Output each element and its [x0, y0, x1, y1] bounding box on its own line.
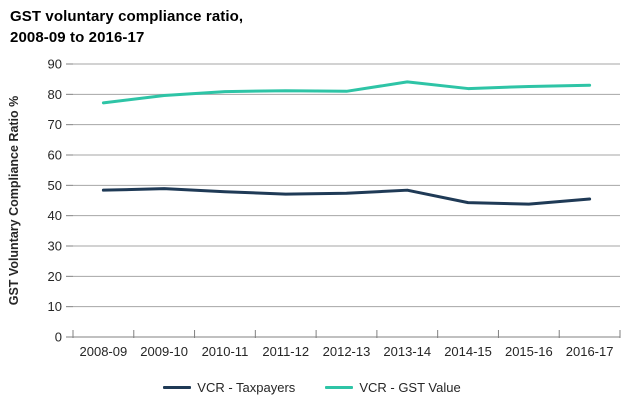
x-tick-label: 2010-11 [202, 344, 249, 359]
x-tick-label: 2014-15 [444, 344, 492, 359]
legend: VCR - Taxpayers VCR - GST Value [0, 380, 624, 395]
y-axis-title: GST Voluntary Compliance Ratio % [7, 96, 21, 306]
legend-label: VCR - GST Value [359, 380, 461, 395]
series-line-vcr-gst-value [101, 80, 592, 105]
y-tick-label: 10 [48, 299, 62, 314]
x-tick-label: 2013-14 [383, 344, 431, 359]
legend-item: VCR - GST Value [325, 380, 461, 395]
legend-line-swatch [163, 386, 192, 389]
legend-item: VCR - Taxpayers [163, 380, 295, 395]
y-tick-label: 20 [48, 269, 62, 284]
x-tick-label: 2011-12 [262, 344, 309, 359]
y-tick-label: 70 [48, 117, 62, 132]
x-tick-label: 2016-17 [566, 344, 614, 359]
y-tick-label: 60 [48, 148, 62, 163]
legend-line-swatch [325, 386, 354, 389]
legend-label: VCR - Taxpayers [197, 380, 296, 395]
y-tick-label: 40 [48, 208, 62, 223]
y-tick-label: 80 [48, 87, 62, 102]
x-tick-label: 2012-13 [323, 344, 371, 359]
series-line-vcr-taxpayers [101, 187, 592, 206]
chart-title-line2: 2008-09 to 2016-17 [10, 29, 145, 46]
x-tick-label: 2009-10 [140, 344, 188, 359]
y-tick-label: 30 [48, 239, 62, 254]
y-tick-label: 0 [55, 330, 62, 345]
y-tick-label: 90 [48, 57, 62, 72]
x-tick-label: 2015-16 [505, 344, 553, 359]
chart-title: GST voluntary compliance ratio, 2008-09 … [10, 6, 243, 48]
y-tick-label: 50 [48, 178, 62, 193]
x-tick-label: 2008-09 [80, 344, 128, 359]
chart-title-line1: GST voluntary compliance ratio, [10, 8, 244, 25]
